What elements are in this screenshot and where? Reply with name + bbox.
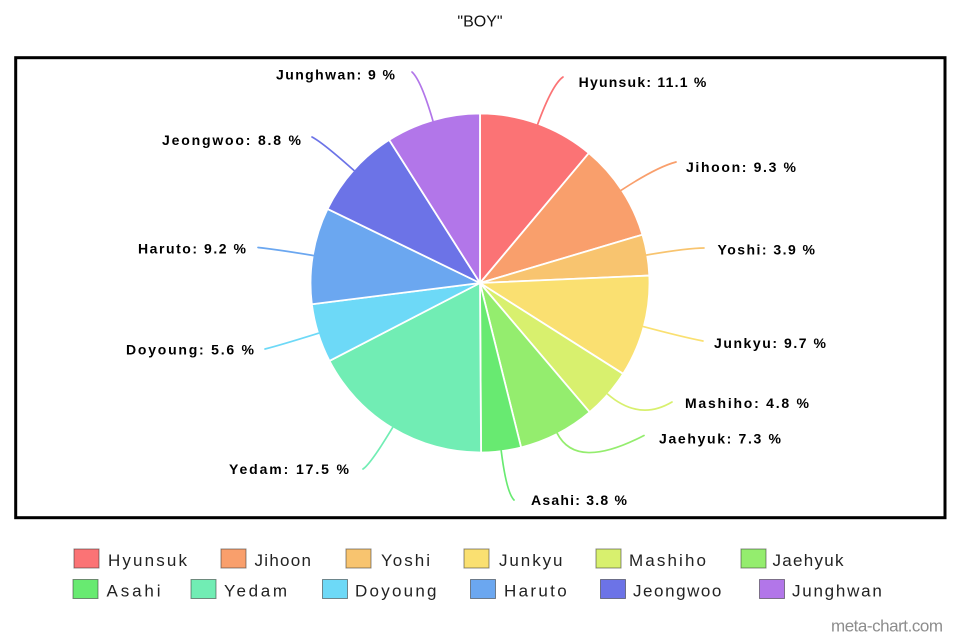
svg-text:Jihoon: Jihoon [255,551,312,570]
svg-text:Asahi: 3.8 %: Asahi: 3.8 % [531,492,628,508]
svg-text:Haruto: 9.2 %: Haruto: 9.2 % [138,241,247,257]
svg-text:Doyoung: Doyoung [355,581,437,600]
svg-text:Jeongwoo: 8.8 %: Jeongwoo: 8.8 % [162,132,302,148]
svg-text:Yedam: Yedam [224,581,287,600]
svg-text:Jaehyuk: Jaehyuk [773,551,845,570]
svg-text:Jeongwoo: Jeongwoo [633,581,721,600]
svg-text:Haruto: Haruto [504,581,567,600]
svg-text:"BOY": "BOY" [457,14,502,31]
svg-text:Hyunsuk: 11.1 %: Hyunsuk: 11.1 % [579,74,707,90]
svg-text:Hyunsuk: Hyunsuk [108,551,188,570]
svg-text:Doyoung: 5.6 %: Doyoung: 5.6 % [126,342,255,358]
svg-text:Yedam: 17.5 %: Yedam: 17.5 % [229,461,350,477]
svg-text:Junkyu: 9.7 %: Junkyu: 9.7 % [714,335,827,351]
svg-text:Jihoon: 9.3 %: Jihoon: 9.3 % [686,159,797,175]
svg-text:meta-chart.com: meta-chart.com [831,617,943,636]
svg-text:Jaehyuk: 7.3 %: Jaehyuk: 7.3 % [659,431,782,447]
svg-text:Yoshi: Yoshi [381,551,430,570]
svg-text:Junghwan: Junghwan [792,581,882,600]
svg-text:Junghwan: 9 %: Junghwan: 9 % [276,67,396,83]
svg-text:Yoshi: 3.9 %: Yoshi: 3.9 % [718,242,816,258]
svg-text:Asahi: Asahi [107,581,161,600]
svg-text:Mashiho: Mashiho [629,551,706,570]
svg-text:Mashiho: 4.8 %: Mashiho: 4.8 % [685,395,810,411]
